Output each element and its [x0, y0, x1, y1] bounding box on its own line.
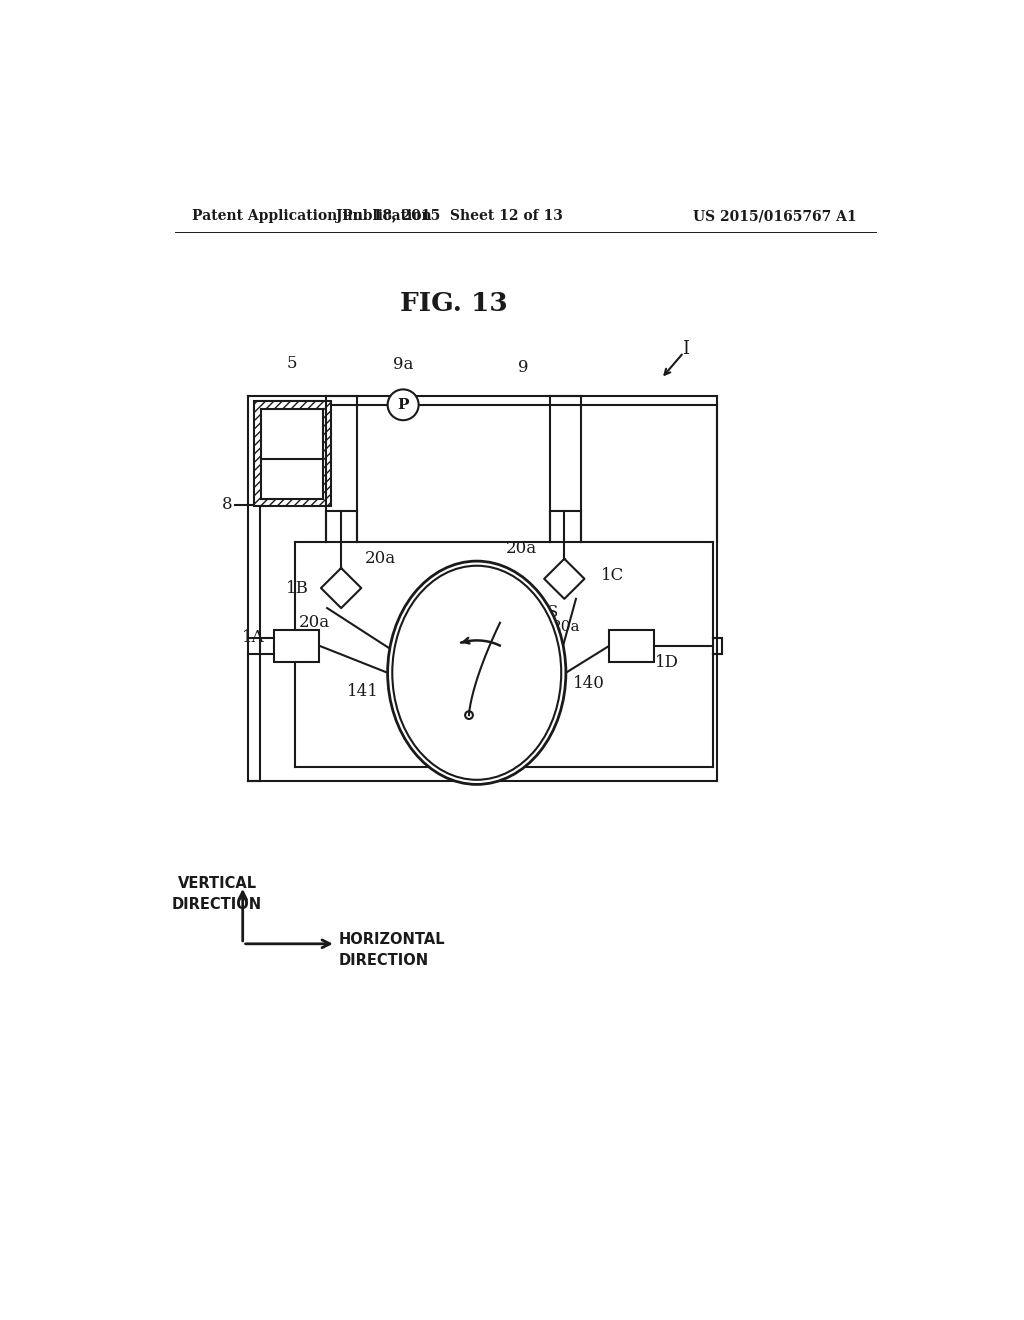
Text: Patent Application Publication: Patent Application Publication — [191, 209, 431, 223]
Text: 20a: 20a — [298, 614, 330, 631]
Text: S: S — [547, 605, 558, 622]
Text: 5: 5 — [287, 355, 298, 372]
Circle shape — [388, 389, 419, 420]
Text: 8: 8 — [222, 496, 232, 513]
Ellipse shape — [388, 561, 566, 784]
Bar — [609, 630, 654, 663]
Text: 141: 141 — [347, 682, 379, 700]
Text: Jun. 18, 2015  Sheet 12 of 13: Jun. 18, 2015 Sheet 12 of 13 — [336, 209, 563, 223]
Ellipse shape — [392, 566, 561, 780]
Text: 9a: 9a — [393, 356, 414, 374]
Text: 9: 9 — [518, 359, 528, 376]
Circle shape — [465, 711, 473, 719]
Text: 20a: 20a — [552, 619, 581, 634]
Text: I: I — [683, 341, 689, 358]
Bar — [261, 409, 324, 499]
Text: FIG. 13: FIG. 13 — [399, 290, 507, 315]
Text: 1D: 1D — [654, 655, 679, 672]
Text: 1B: 1B — [286, 579, 308, 597]
Text: 1C: 1C — [601, 568, 624, 585]
Bar — [274, 630, 319, 663]
Bar — [254, 401, 331, 507]
Text: 140: 140 — [572, 675, 605, 692]
Text: 20a: 20a — [366, 550, 396, 568]
Text: 1A: 1A — [243, 628, 265, 645]
Bar — [254, 401, 331, 507]
Text: HORIZONTAL
DIRECTION: HORIZONTAL DIRECTION — [339, 932, 445, 968]
Text: 20a: 20a — [506, 540, 537, 557]
Text: P: P — [397, 397, 409, 412]
Text: VERTICAL
DIRECTION: VERTICAL DIRECTION — [172, 875, 262, 912]
Text: US 2015/0165767 A1: US 2015/0165767 A1 — [693, 209, 857, 223]
